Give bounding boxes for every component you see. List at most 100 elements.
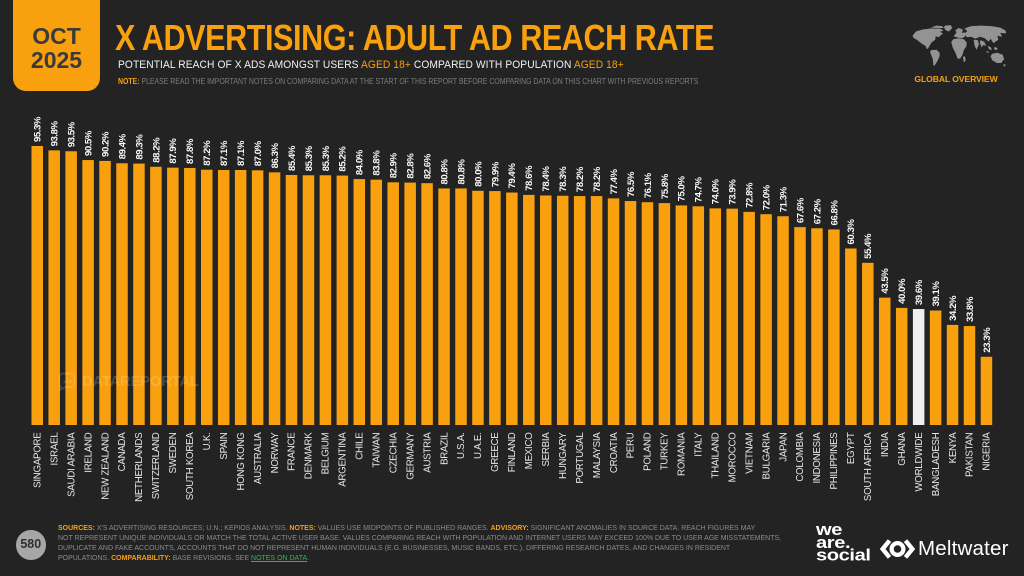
svg-text:87.8%: 87.8%: [185, 138, 196, 164]
svg-text:76.1%: 76.1%: [643, 172, 654, 198]
svg-text:39.1%: 39.1%: [931, 281, 942, 307]
svg-text:CZECHIA: CZECHIA: [388, 432, 399, 474]
svg-text:85.4%: 85.4%: [287, 145, 298, 171]
svg-text:HONG KONG: HONG KONG: [236, 433, 247, 491]
svg-text:82.8%: 82.8%: [406, 153, 417, 179]
svg-text:83.8%: 83.8%: [372, 150, 383, 176]
svg-text:78.2%: 78.2%: [592, 166, 603, 192]
svg-text:BANGLADESH: BANGLADESH: [931, 432, 942, 496]
svg-text:90.5%: 90.5%: [84, 130, 95, 156]
svg-text:U.S.A.: U.S.A.: [456, 433, 467, 460]
svg-text:88.2%: 88.2%: [151, 137, 162, 163]
svg-text:74.0%: 74.0%: [711, 178, 722, 204]
svg-text:75.0%: 75.0%: [677, 176, 688, 202]
svg-text:SWEDEN: SWEDEN: [168, 432, 179, 473]
svg-text:93.5%: 93.5%: [67, 121, 78, 147]
svg-text:67.2%: 67.2%: [812, 198, 823, 224]
svg-text:SOUTH AFRICA: SOUTH AFRICA: [863, 432, 874, 501]
svg-text:PERU: PERU: [626, 432, 637, 458]
svg-text:23.3%: 23.3%: [982, 327, 993, 353]
svg-text:87.9%: 87.9%: [168, 138, 179, 164]
svg-text:BULGARIA: BULGARIA: [761, 432, 772, 480]
svg-text:COLOMBIA: COLOMBIA: [795, 432, 806, 482]
svg-text:78.2%: 78.2%: [575, 166, 586, 192]
svg-text:40.0%: 40.0%: [897, 278, 908, 304]
svg-text:MEXICO: MEXICO: [524, 432, 535, 469]
svg-text:85.2%: 85.2%: [338, 146, 349, 172]
svg-text:78.4%: 78.4%: [541, 166, 552, 192]
svg-text:GERMANY: GERMANY: [405, 432, 416, 480]
svg-text:TAIWAN: TAIWAN: [371, 432, 382, 467]
svg-text:POLAND: POLAND: [643, 432, 654, 471]
svg-text:BRAZIL: BRAZIL: [439, 432, 450, 465]
svg-text:90.2%: 90.2%: [100, 131, 111, 157]
svg-text:ITALY: ITALY: [694, 432, 705, 457]
svg-text:95.3%: 95.3%: [33, 116, 44, 142]
svg-text:SOUTH KOREA: SOUTH KOREA: [185, 432, 196, 501]
svg-text:85.3%: 85.3%: [321, 145, 332, 171]
svg-text:CANADA: CANADA: [117, 432, 128, 472]
svg-text:INDIA: INDIA: [880, 432, 891, 457]
svg-text:77.4%: 77.4%: [609, 169, 620, 195]
svg-text:66.8%: 66.8%: [829, 200, 840, 226]
svg-text:87.2%: 87.2%: [202, 140, 213, 166]
svg-text:39.6%: 39.6%: [914, 279, 925, 305]
svg-text:67.6%: 67.6%: [795, 197, 806, 223]
svg-text:87.1%: 87.1%: [219, 140, 230, 166]
svg-text:SPAIN: SPAIN: [219, 432, 230, 459]
svg-text:NEW ZEALAND: NEW ZEALAND: [100, 432, 111, 499]
svg-text:89.4%: 89.4%: [117, 133, 128, 159]
svg-text:PHILIPPINES: PHILIPPINES: [829, 432, 840, 490]
svg-text:AUSTRIA: AUSTRIA: [422, 432, 433, 473]
svg-text:CROATIA: CROATIA: [609, 432, 620, 473]
svg-text:WORLDWIDE: WORLDWIDE: [914, 432, 925, 492]
svg-text:BELGIUM: BELGIUM: [321, 432, 332, 474]
svg-text:JAPAN: JAPAN: [778, 432, 789, 462]
svg-text:NIGERIA: NIGERIA: [982, 432, 993, 471]
svg-text:ISRAEL: ISRAEL: [49, 432, 60, 466]
svg-text:THAILAND: THAILAND: [710, 432, 721, 478]
svg-text:75.8%: 75.8%: [660, 173, 671, 199]
svg-text:76.5%: 76.5%: [626, 171, 637, 197]
svg-text:72.8%: 72.8%: [745, 182, 756, 208]
svg-text:93.8%: 93.8%: [50, 121, 61, 147]
svg-text:PORTUGAL: PORTUGAL: [575, 432, 586, 484]
svg-text:SWITZERLAND: SWITZERLAND: [151, 432, 162, 499]
svg-text:78.3%: 78.3%: [558, 166, 569, 192]
svg-text:VIETNAM: VIETNAM: [744, 432, 755, 473]
svg-text:SERBIA: SERBIA: [541, 432, 552, 467]
svg-text:55.4%: 55.4%: [863, 233, 874, 259]
svg-text:87.0%: 87.0%: [253, 140, 264, 166]
svg-text:CHILE: CHILE: [355, 432, 366, 460]
svg-text:79.4%: 79.4%: [507, 163, 518, 189]
svg-text:MALAYSIA: MALAYSIA: [592, 432, 603, 479]
svg-text:SAUDI ARABIA: SAUDI ARABIA: [66, 432, 77, 497]
svg-text:NETHERLANDS: NETHERLANDS: [134, 432, 145, 502]
svg-text:89.3%: 89.3%: [134, 134, 145, 160]
svg-text:82.6%: 82.6%: [423, 153, 434, 179]
svg-text:71.3%: 71.3%: [778, 186, 789, 212]
svg-text:DENMARK: DENMARK: [304, 432, 315, 479]
svg-text:MOROCCO: MOROCCO: [727, 432, 738, 483]
svg-text:FINLAND: FINLAND: [507, 432, 518, 472]
svg-text:AUSTRALIA: AUSTRALIA: [253, 432, 264, 484]
svg-text:78.6%: 78.6%: [524, 165, 535, 191]
svg-text:GREECE: GREECE: [490, 432, 501, 472]
svg-text:INDONESIA: INDONESIA: [812, 432, 823, 484]
svg-text:SINGAPORE: SINGAPORE: [32, 432, 43, 488]
svg-text:HUNGARY: HUNGARY: [558, 432, 569, 479]
svg-text:PAKISTAN: PAKISTAN: [965, 432, 976, 477]
svg-text:GHANA: GHANA: [897, 432, 908, 466]
svg-text:IRELAND: IRELAND: [83, 432, 94, 472]
svg-text:ARGENTINA: ARGENTINA: [338, 432, 349, 487]
svg-text:74.7%: 74.7%: [694, 176, 705, 202]
svg-text:NORWAY: NORWAY: [270, 432, 281, 474]
svg-text:87.1%: 87.1%: [236, 140, 247, 166]
svg-text:EGYPT: EGYPT: [846, 432, 857, 464]
svg-text:KENYA: KENYA: [948, 432, 959, 464]
svg-text:43.5%: 43.5%: [880, 268, 891, 294]
svg-text:80.0%: 80.0%: [473, 161, 484, 187]
svg-text:86.3%: 86.3%: [270, 142, 281, 168]
svg-text:U.A.E.: U.A.E.: [473, 433, 484, 460]
svg-text:85.3%: 85.3%: [304, 145, 315, 171]
